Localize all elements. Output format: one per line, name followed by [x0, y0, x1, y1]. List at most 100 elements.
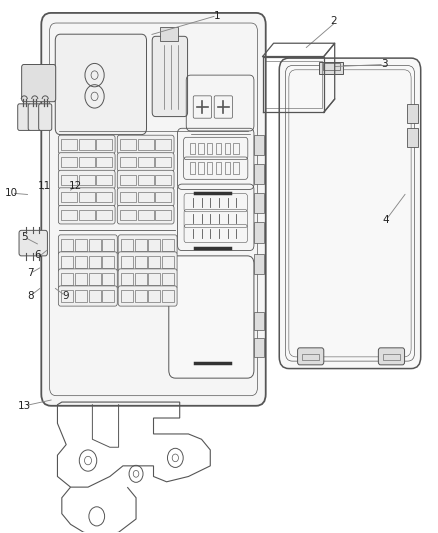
Text: 10: 10 — [5, 188, 18, 198]
Bar — [190, 163, 195, 174]
Bar — [96, 192, 112, 202]
Bar — [138, 157, 153, 167]
Bar — [135, 256, 147, 268]
Bar — [155, 157, 171, 167]
Bar — [138, 140, 153, 150]
Bar — [302, 354, 319, 360]
Bar — [254, 254, 264, 274]
Bar — [233, 143, 239, 155]
FancyBboxPatch shape — [58, 170, 115, 189]
Bar — [160, 27, 177, 41]
Bar — [121, 256, 133, 268]
Bar — [162, 273, 174, 285]
FancyBboxPatch shape — [117, 205, 174, 224]
Bar — [61, 157, 77, 167]
Bar — [61, 209, 77, 220]
Bar — [148, 290, 160, 302]
Bar — [61, 273, 73, 285]
Bar — [190, 143, 195, 155]
Bar — [383, 354, 400, 360]
Bar — [79, 140, 95, 150]
Bar — [88, 239, 101, 251]
Bar — [61, 192, 77, 202]
FancyBboxPatch shape — [58, 135, 115, 154]
FancyBboxPatch shape — [58, 188, 115, 206]
FancyBboxPatch shape — [58, 153, 115, 171]
Bar — [155, 140, 171, 150]
Bar — [162, 239, 174, 251]
Bar — [207, 163, 212, 174]
FancyBboxPatch shape — [169, 256, 254, 378]
Bar — [96, 174, 112, 184]
Bar — [75, 273, 87, 285]
Bar — [138, 209, 153, 220]
Bar — [88, 290, 101, 302]
Bar — [102, 256, 114, 268]
FancyBboxPatch shape — [28, 104, 41, 131]
Bar — [135, 273, 147, 285]
Bar — [96, 157, 112, 167]
Bar — [102, 290, 114, 302]
FancyBboxPatch shape — [58, 205, 115, 224]
FancyBboxPatch shape — [297, 348, 324, 365]
Bar — [102, 273, 114, 285]
Text: 12: 12 — [69, 181, 82, 191]
Bar — [148, 256, 160, 268]
Bar — [138, 174, 153, 184]
FancyBboxPatch shape — [58, 269, 117, 289]
Text: 6: 6 — [35, 250, 41, 260]
Text: 7: 7 — [27, 269, 34, 278]
Bar — [61, 140, 77, 150]
FancyBboxPatch shape — [152, 36, 187, 117]
Bar — [61, 239, 73, 251]
Bar — [225, 163, 230, 174]
Text: 4: 4 — [382, 215, 389, 225]
Bar — [96, 140, 112, 150]
Bar — [121, 290, 133, 302]
Bar — [225, 143, 230, 155]
Bar — [61, 256, 73, 268]
Bar — [135, 239, 147, 251]
Bar — [407, 128, 418, 147]
Bar — [61, 290, 73, 302]
Text: 3: 3 — [381, 60, 387, 69]
FancyBboxPatch shape — [378, 348, 405, 365]
Bar — [88, 256, 101, 268]
Bar — [121, 273, 133, 285]
Text: 2: 2 — [330, 16, 337, 26]
FancyBboxPatch shape — [117, 170, 174, 189]
Bar — [254, 222, 264, 243]
Bar — [138, 192, 153, 202]
Bar — [207, 143, 212, 155]
Bar — [121, 239, 133, 251]
Bar — [79, 157, 95, 167]
Bar — [198, 143, 204, 155]
Bar — [88, 273, 101, 285]
FancyBboxPatch shape — [58, 286, 117, 306]
Bar — [102, 239, 114, 251]
FancyBboxPatch shape — [55, 34, 147, 135]
FancyBboxPatch shape — [21, 64, 56, 102]
Bar — [254, 312, 264, 330]
Bar — [79, 174, 95, 184]
Bar — [162, 290, 174, 302]
FancyBboxPatch shape — [19, 230, 47, 256]
Text: 5: 5 — [21, 232, 28, 243]
Bar — [254, 135, 264, 155]
FancyBboxPatch shape — [279, 58, 421, 368]
FancyBboxPatch shape — [18, 104, 31, 131]
Bar — [61, 174, 77, 184]
Bar — [155, 174, 171, 184]
FancyBboxPatch shape — [117, 135, 174, 154]
Bar — [75, 290, 87, 302]
FancyBboxPatch shape — [58, 235, 117, 255]
FancyBboxPatch shape — [39, 104, 52, 131]
Text: 8: 8 — [27, 290, 34, 301]
Bar — [319, 62, 343, 74]
Bar — [79, 209, 95, 220]
FancyBboxPatch shape — [118, 269, 177, 289]
FancyBboxPatch shape — [118, 286, 177, 306]
Text: 11: 11 — [38, 181, 51, 191]
Text: 9: 9 — [62, 290, 69, 301]
Bar — [407, 104, 418, 123]
